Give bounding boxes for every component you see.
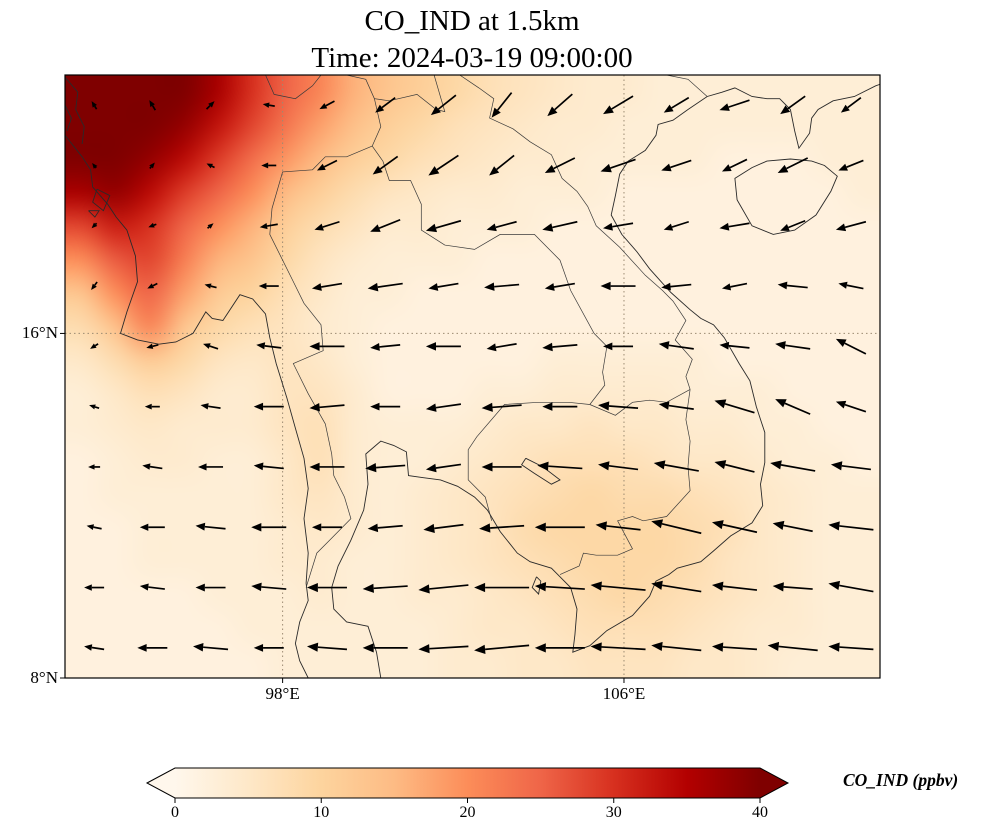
colorbar-tick-label: 10	[313, 804, 330, 821]
x-tick-label: 106°E	[602, 684, 646, 703]
chart-subtitle-time: Time: 2024-03-19 09:00:00	[311, 42, 633, 74]
colorbar-tick-label: 30	[605, 804, 622, 821]
y-tick-label: 16°N	[21, 323, 58, 343]
colorbar-label: CO_IND (ppbv)	[843, 770, 959, 790]
y-tick-label: 8°N	[30, 668, 58, 687]
heatmap-canvas	[65, 75, 880, 678]
chart-title: CO_IND at 1.5km	[364, 5, 580, 37]
colorbar	[145, 767, 790, 803]
colorbar-tick-label: 40	[752, 804, 768, 821]
colorbar-tick-label: 0	[171, 804, 179, 821]
x-tick-label: 98°E	[265, 684, 300, 703]
colorbar-tick-label: 20	[459, 804, 476, 821]
